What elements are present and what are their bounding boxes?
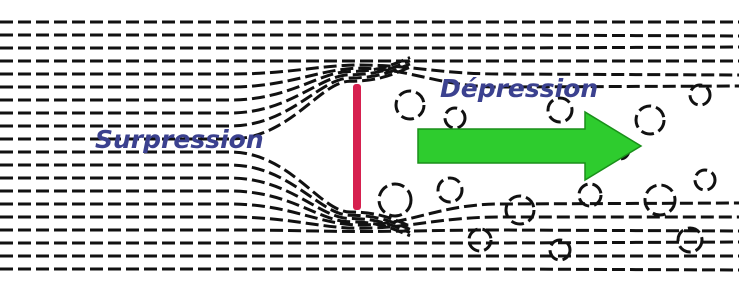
depression-label: Dépression [440, 74, 598, 103]
page: Surpression Dépression (() => { const da… [0, 0, 739, 282]
plate [353, 84, 361, 210]
surpression-label: Surpression [95, 125, 264, 154]
flow-diagram: Surpression Dépression [0, 0, 739, 282]
